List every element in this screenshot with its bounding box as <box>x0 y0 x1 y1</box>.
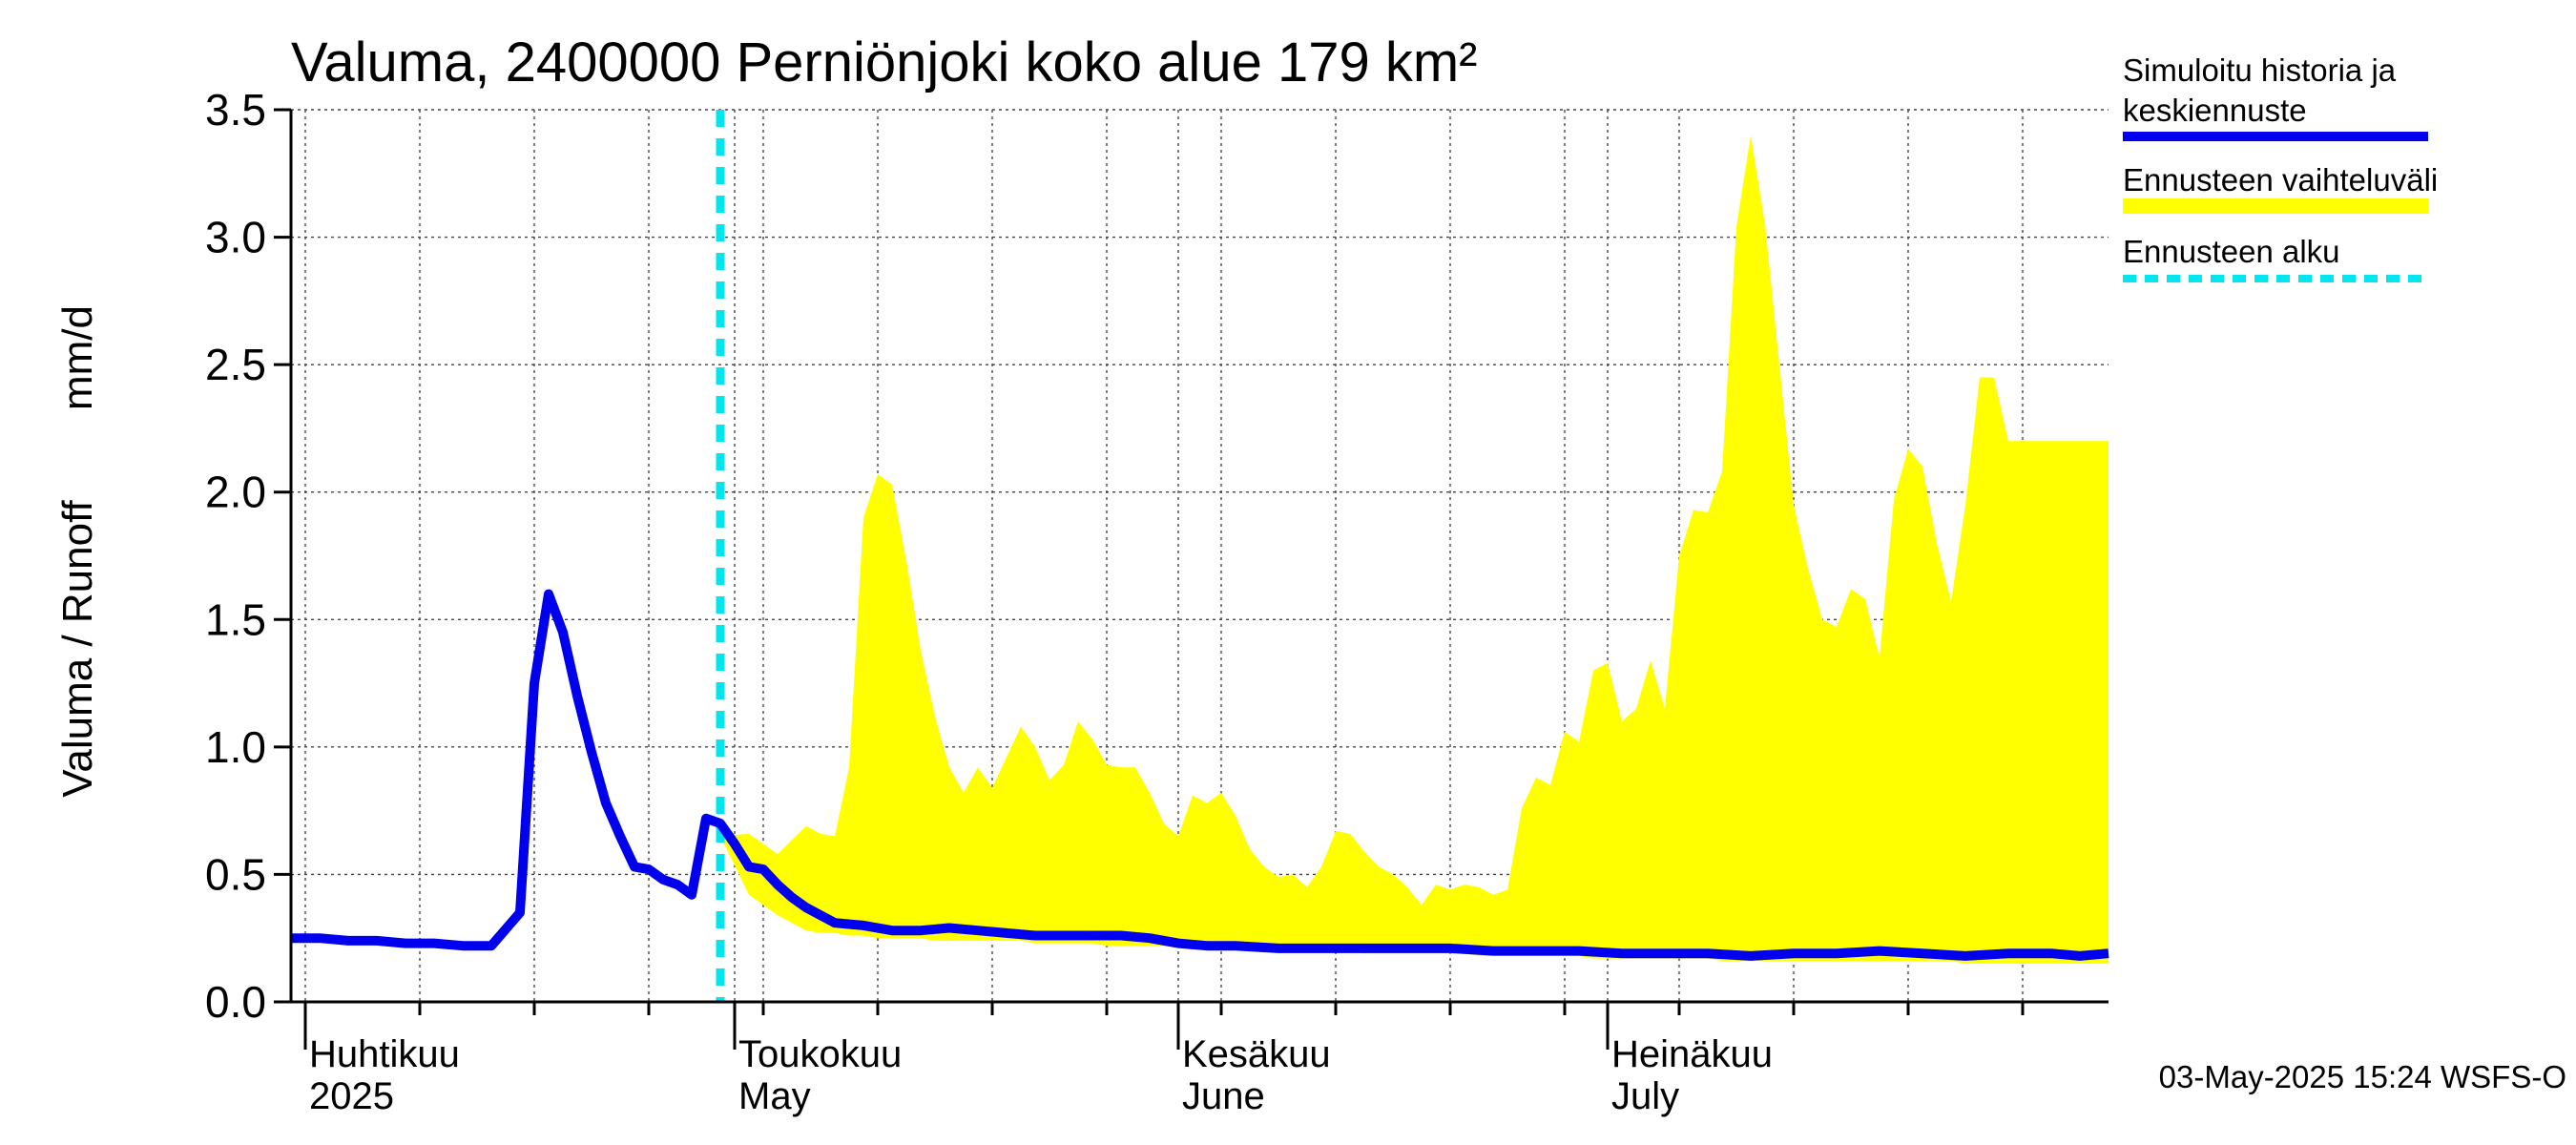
x-month-label-en: June <box>1182 1075 1265 1117</box>
legend-label-forecast-start: Ennusteen alku <box>2123 234 2340 269</box>
legend-label-simulated-2: keskiennuste <box>2123 93 2307 128</box>
y-tick-label: 1.0 <box>205 722 266 772</box>
legend-label-simulated-1: Simuloitu historia ja <box>2123 52 2397 88</box>
y-tick-label: 0.5 <box>205 849 266 899</box>
y-tick-label: 3.5 <box>205 85 266 135</box>
y-axis-label: Valuma / Runoff <box>54 500 101 798</box>
simulated-runoff-path <box>291 589 2109 961</box>
axes <box>289 110 2109 1004</box>
y-tick-label: 2.0 <box>205 468 266 517</box>
y-tick-label: 3.0 <box>205 213 266 262</box>
y-tick-label: 2.5 <box>205 340 266 389</box>
y-tick-label: 0.0 <box>205 977 266 1027</box>
x-month-label-en: May <box>738 1075 811 1117</box>
x-month-label-fi: Kesäkuu <box>1182 1033 1331 1075</box>
legend-label-range: Ennusteen vaihteluväli <box>2123 162 2438 198</box>
x-month-label-fi: Huhtikuu <box>309 1033 460 1075</box>
legend: Simuloitu historia ja keskiennuste Ennus… <box>2123 52 2438 282</box>
timestamp: 03-May-2025 15:24 WSFS-O <box>2159 1059 2566 1094</box>
forecast-range-area <box>720 135 2109 964</box>
simulated-runoff-line <box>291 589 2109 961</box>
forecast-range-band <box>720 135 2109 964</box>
x-month-label-fi: Toukokuu <box>738 1033 902 1075</box>
x-month-label-en: July <box>1611 1075 1679 1117</box>
y-tick-label: 1.5 <box>205 594 266 644</box>
x-month-label-en: 2025 <box>309 1075 394 1117</box>
y-axis-ticks: 0.0 0.5 1.0 1.5 2.0 2.5 3.0 3.5 <box>205 85 291 1027</box>
chart-title: Valuma, 2400000 Perniönjoki koko alue 17… <box>291 31 1477 94</box>
y-axis-unit: mm/d <box>54 305 101 410</box>
x-month-label-fi: Heinäkuu <box>1611 1033 1773 1075</box>
